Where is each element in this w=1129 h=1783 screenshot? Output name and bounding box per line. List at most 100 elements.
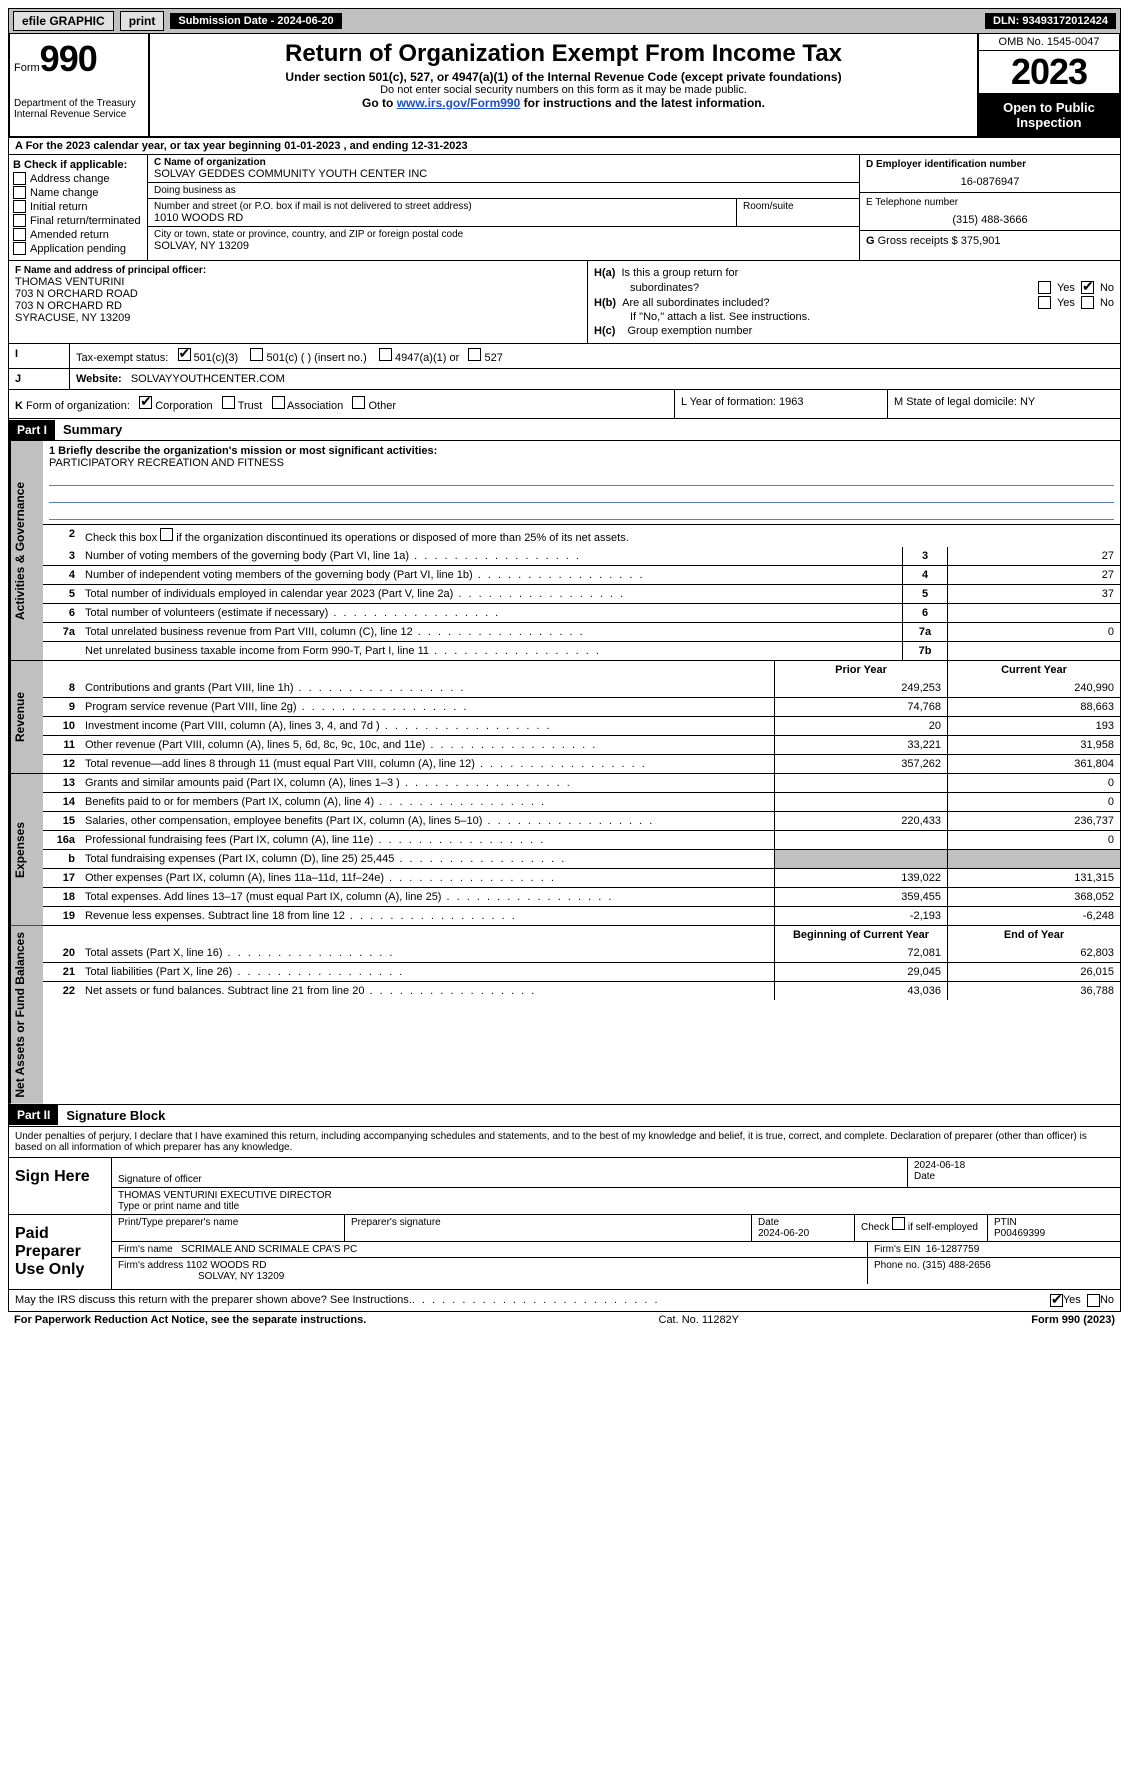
officer-address-line: 703 N ORCHARD RD xyxy=(15,300,581,312)
efile-graphic-button[interactable]: efile GRAPHIC xyxy=(13,11,114,31)
summary-line: 13Grants and similar amounts paid (Part … xyxy=(43,774,1120,792)
527-checkbox[interactable] xyxy=(468,348,481,361)
check-applicable-item: Application pending xyxy=(13,242,143,255)
officer-name: THOMAS VENTURINI EXECUTIVE DIRECTOR Type… xyxy=(112,1188,1120,1214)
expenses-section: Expenses 13Grants and similar amounts pa… xyxy=(8,774,1121,926)
irs-discuss-row: May the IRS discuss this return with the… xyxy=(8,1290,1121,1312)
form-title: Return of Organization Exempt From Incom… xyxy=(154,40,973,68)
applicable-checkbox[interactable] xyxy=(13,172,26,185)
applicable-checkbox[interactable] xyxy=(13,186,26,199)
hb-no-checkbox[interactable] xyxy=(1081,296,1094,309)
form-number: Form990 xyxy=(14,38,144,80)
net-assets-section: Net Assets or Fund Balances Beginning of… xyxy=(8,926,1121,1105)
officer-address-line: SYRACUSE, NY 13209 xyxy=(15,312,581,324)
dept-irs: Internal Revenue Service xyxy=(14,109,144,120)
form-subtitle: Under section 501(c), 527, or 4947(a)(1)… xyxy=(154,70,973,84)
summary-line: 11Other revenue (Part VIII, column (A), … xyxy=(43,735,1120,754)
firm-ein: Firm's EIN 16-1287759 xyxy=(868,1242,1120,1257)
ssn-note: Do not enter social security numbers on … xyxy=(154,84,973,96)
summary-line: 5Total number of individuals employed in… xyxy=(43,584,1120,603)
summary-line: 7aTotal unrelated business revenue from … xyxy=(43,622,1120,641)
summary-line: 17Other expenses (Part IX, column (A), l… xyxy=(43,868,1120,887)
ha-yes-checkbox[interactable] xyxy=(1038,281,1051,294)
principal-officer: F Name and address of principal officer:… xyxy=(9,261,588,343)
phone-field: E Telephone number (315) 488-3666 xyxy=(860,193,1120,231)
summary-line: 18Total expenses. Add lines 13–17 (must … xyxy=(43,887,1120,906)
part1-header: Part I Summary xyxy=(8,419,1121,441)
ptin-cell: PTIN P00469399 xyxy=(988,1215,1120,1241)
applicable-checkbox[interactable] xyxy=(13,242,26,255)
group-return-col: H(a) Is this a group return for subordin… xyxy=(588,261,1120,343)
officer-address-line: 703 N ORCHARD ROAD xyxy=(15,288,581,300)
assoc-checkbox[interactable] xyxy=(272,396,285,409)
section-bcdeg: B Check if applicable: Address changeNam… xyxy=(8,155,1121,261)
omb-number: OMB No. 1545-0047 xyxy=(979,34,1119,51)
other-checkbox[interactable] xyxy=(352,396,365,409)
summary-line: 4Number of independent voting members of… xyxy=(43,565,1120,584)
calendar-year-row: A For the 2023 calendar year, or tax yea… xyxy=(8,138,1121,155)
section-fh: F Name and address of principal officer:… xyxy=(8,261,1121,344)
open-public-badge: Open to Public Inspection xyxy=(979,94,1119,136)
footer: For Paperwork Reduction Act Notice, see … xyxy=(8,1312,1121,1328)
preparer-name-h: Print/Type preparer's name xyxy=(112,1215,345,1241)
form-header: Form990 Department of the Treasury Inter… xyxy=(8,34,1121,138)
tab-expenses: Expenses xyxy=(9,774,43,925)
top-bar: efile GRAPHIC print Submission Date - 20… xyxy=(8,8,1121,34)
summary-line: 20Total assets (Part X, line 16)72,08162… xyxy=(43,944,1120,962)
hb-yes-checkbox[interactable] xyxy=(1038,296,1051,309)
tab-net-assets: Net Assets or Fund Balances xyxy=(9,926,43,1104)
applicable-checkbox[interactable] xyxy=(13,214,26,227)
ha-no-checkbox[interactable] xyxy=(1081,281,1094,294)
summary-line: 10Investment income (Part VIII, column (… xyxy=(43,716,1120,735)
summary-line: 14Benefits paid to or for members (Part … xyxy=(43,792,1120,811)
state-domicile: M State of legal domicile: NY xyxy=(888,390,1120,418)
summary-line: 9Program service revenue (Part VIII, lin… xyxy=(43,697,1120,716)
discontinued-checkbox[interactable] xyxy=(160,528,173,541)
check-applicable-col: B Check if applicable: Address changeNam… xyxy=(9,155,148,260)
check-applicable-item: Address change xyxy=(13,172,143,185)
501c-checkbox[interactable] xyxy=(250,348,263,361)
tab-revenue: Revenue xyxy=(9,661,43,773)
summary-line: 21Total liabilities (Part X, line 26)29,… xyxy=(43,962,1120,981)
right-info-col: D Employer identification number 16-0876… xyxy=(860,155,1120,260)
paid-preparer-label: Paid Preparer Use Only xyxy=(9,1215,112,1289)
self-employed-check: Check if self-employed xyxy=(855,1215,988,1241)
corp-checkbox[interactable] xyxy=(139,396,152,409)
firm-address: Firm's address 1102 WOODS RD SOLVAY, NY … xyxy=(112,1258,868,1284)
discuss-yes-checkbox[interactable] xyxy=(1050,1294,1063,1307)
mission-block: 1 Briefly describe the organization's mi… xyxy=(43,441,1120,524)
submission-date: Submission Date - 2024-06-20 xyxy=(170,13,341,29)
summary-line: 3Number of voting members of the governi… xyxy=(43,547,1120,565)
summary-line: 8Contributions and grants (Part VIII, li… xyxy=(43,679,1120,697)
ein-field: D Employer identification number 16-0876… xyxy=(860,155,1120,193)
501c3-checkbox[interactable] xyxy=(178,348,191,361)
applicable-checkbox[interactable] xyxy=(13,228,26,241)
summary-line: Net unrelated business taxable income fr… xyxy=(43,641,1120,660)
officer-address-line: THOMAS VENTURINI xyxy=(15,276,581,288)
summary-line: bTotal fundraising expenses (Part IX, co… xyxy=(43,849,1120,868)
sign-date: 2024-06-18 Date xyxy=(908,1158,1120,1187)
check-applicable-item: Amended return xyxy=(13,228,143,241)
discuss-no-checkbox[interactable] xyxy=(1087,1294,1100,1307)
summary-line: 15Salaries, other compensation, employee… xyxy=(43,811,1120,830)
dept-treasury: Department of the Treasury xyxy=(14,98,144,109)
dba-field: Doing business as xyxy=(148,183,859,199)
applicable-checkbox[interactable] xyxy=(13,200,26,213)
firm-name: Firm's name SCRIMALE AND SCRIMALE CPA'S … xyxy=(112,1242,868,1257)
tax-exempt-row: I Tax-exempt status: 501(c)(3) 501(c) ( … xyxy=(8,344,1121,369)
selfemp-checkbox[interactable] xyxy=(892,1217,905,1230)
room-field: Room/suite xyxy=(737,199,859,226)
trust-checkbox[interactable] xyxy=(222,396,235,409)
check-applicable-item: Initial return xyxy=(13,200,143,213)
part2-header: Part II Signature Block xyxy=(8,1105,1121,1127)
print-button[interactable]: print xyxy=(120,11,165,31)
check-applicable-item: Final return/terminated xyxy=(13,214,143,227)
signature-intro: Under penalties of perjury, I declare th… xyxy=(8,1127,1121,1158)
irs-link[interactable]: www.irs.gov/Form990 xyxy=(397,96,521,110)
officer-signature: Signature of officer xyxy=(112,1158,908,1187)
sign-here-label: Sign Here xyxy=(9,1158,112,1214)
tax-year: 2023 xyxy=(979,51,1119,94)
preparer-date: Date 2024-06-20 xyxy=(752,1215,855,1241)
paid-preparer-block: Paid Preparer Use Only Print/Type prepar… xyxy=(8,1215,1121,1290)
4947-checkbox[interactable] xyxy=(379,348,392,361)
